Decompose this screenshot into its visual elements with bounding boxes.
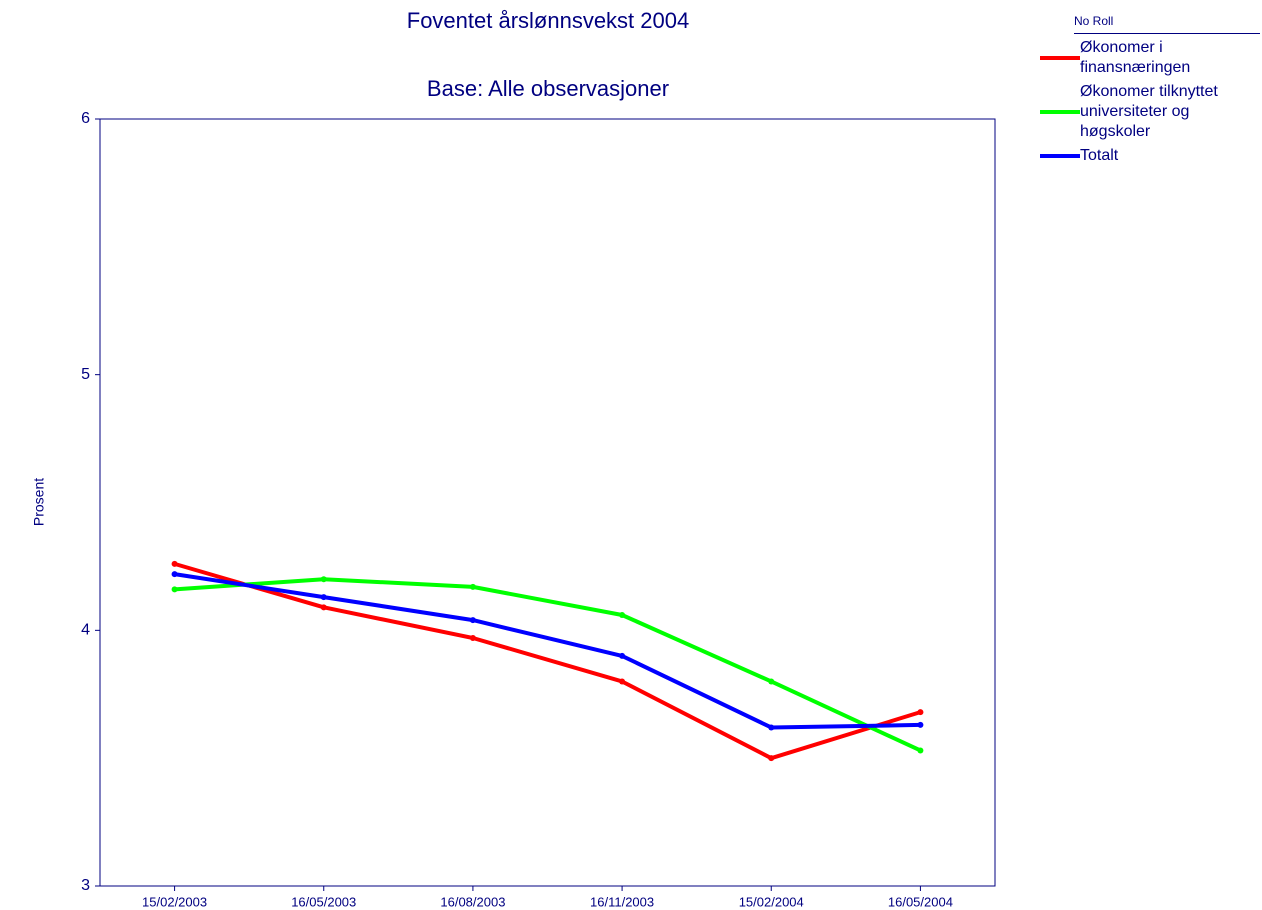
plot-frame — [99, 118, 996, 887]
data-point — [768, 678, 775, 685]
series-line — [174, 572, 921, 730]
data-point — [171, 560, 178, 567]
data-point — [469, 635, 476, 642]
x-tick-label: 15/02/2003 — [142, 894, 207, 909]
y-tick-label: 3 — [81, 877, 90, 894]
data-point — [917, 721, 924, 728]
x-tick-label: 16/08/2003 — [440, 894, 505, 909]
x-tick-label: 16/11/2003 — [590, 894, 654, 909]
legend-swatch — [1040, 110, 1080, 114]
x-tick-label: 16/05/2004 — [888, 894, 953, 909]
data-point — [171, 571, 178, 578]
data-point — [619, 678, 626, 685]
legend-entry: Økonomer tilknyttet universiteter og høg… — [1040, 82, 1262, 142]
legend-title: No Roll — [1074, 14, 1260, 34]
y-tick-label: 6 — [81, 110, 90, 127]
data-point — [469, 617, 476, 624]
chart-title: Foventet årslønnsvekst 2004 — [407, 8, 689, 33]
legend-label: Økonomer i finansnæringen — [1080, 39, 1191, 76]
legend-entry: Økonomer i finansnæringen — [1040, 38, 1262, 78]
x-tick-label: 15/02/2004 — [739, 894, 804, 909]
data-point — [917, 709, 924, 716]
legend-entry: Totalt — [1040, 146, 1262, 166]
y-axis-label: Prosent — [31, 478, 47, 526]
legend-label: Økonomer tilknyttet universiteter og høg… — [1080, 83, 1218, 140]
legend: No Roll Økonomer i finansnæringen Økonome… — [1040, 14, 1262, 166]
data-point — [619, 611, 626, 618]
data-point — [917, 747, 924, 754]
series-line — [174, 561, 922, 761]
data-point — [768, 724, 775, 731]
y-tick-label: 5 — [81, 366, 90, 383]
data-point — [320, 576, 327, 583]
chart: Foventet årslønnsvekst 2004 Base: Alle o… — [31, 8, 996, 909]
data-point — [768, 755, 775, 762]
data-point — [619, 652, 626, 659]
y-tick-label: 4 — [81, 622, 90, 639]
legend-label: Totalt — [1080, 147, 1119, 164]
legend-swatch — [1040, 154, 1080, 158]
x-tick-label: 16/05/2003 — [291, 894, 356, 909]
chart-subtitle: Base: Alle observasjoner — [427, 76, 669, 101]
data-point — [320, 594, 327, 601]
data-point — [171, 586, 178, 593]
legend-swatch — [1040, 56, 1080, 60]
series-line — [174, 577, 922, 753]
data-point — [469, 583, 476, 590]
data-point — [320, 604, 327, 611]
